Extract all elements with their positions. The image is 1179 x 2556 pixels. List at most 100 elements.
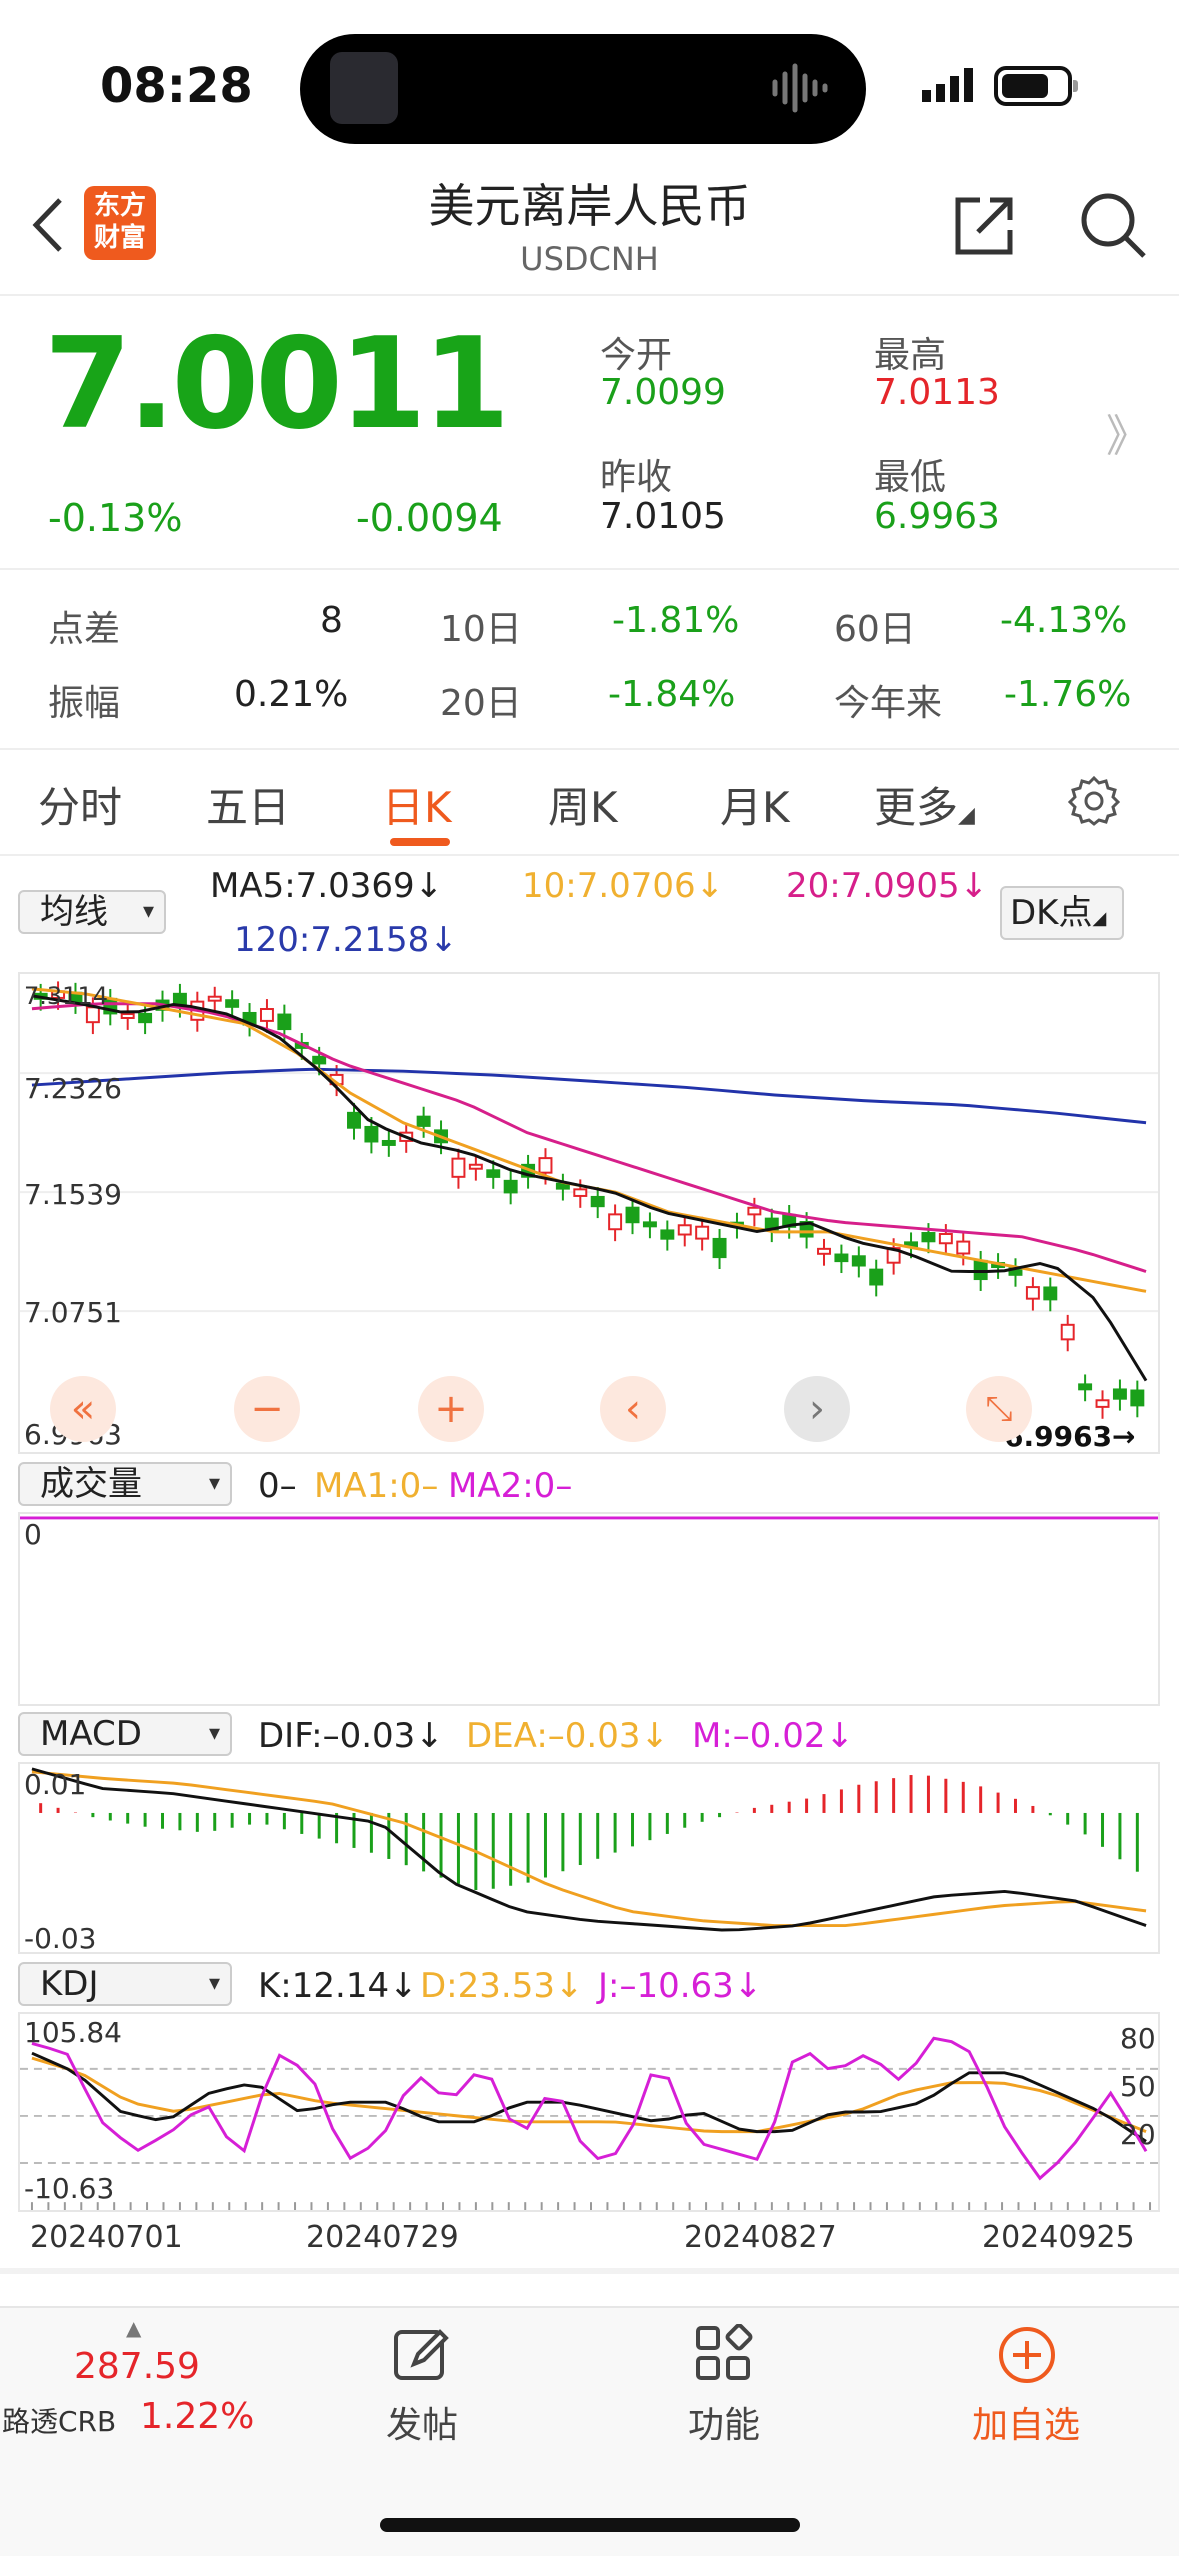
candle-body [973, 1259, 988, 1281]
zoom-out-icon[interactable]: − [234, 1376, 300, 1442]
right-icon[interactable]: › [784, 1376, 850, 1442]
candle-body [1095, 1399, 1110, 1408]
tab-weekly-k[interactable]: 周K [548, 783, 618, 832]
tab-intraday[interactable]: 分时 [38, 783, 123, 832]
candle-body [817, 1247, 831, 1255]
kdj-level-50: 50 [1120, 2070, 1156, 2103]
audio-wave-icon [772, 63, 828, 113]
indicator-select-kdj[interactable]: KDJ [18, 1962, 232, 2006]
prev-close-label: 昨收 [600, 457, 673, 498]
prev-close-value: 7.0105 [600, 496, 726, 537]
candle-body [486, 1169, 501, 1178]
left-icon[interactable]: ‹ [600, 1376, 666, 1442]
function-icon[interactable] [694, 2324, 754, 2384]
price-axis-label: 7.0751 [24, 1296, 122, 1329]
kdj-d: D:23.53↓ [420, 1966, 584, 2006]
ma20-value: 20:7.0905↓ [786, 866, 989, 906]
home-indicator [380, 2518, 800, 2532]
kdj-axis-top: 105.84 [24, 2016, 122, 2049]
indicator-select-ma[interactable]: 均线 [18, 890, 166, 934]
ma10-line [31, 987, 1147, 1293]
now-playing-thumbnail [330, 52, 398, 124]
candle-body [503, 1179, 518, 1194]
back-icon[interactable] [24, 190, 74, 260]
stat-label: 10日 [440, 609, 522, 650]
stat-label: 60日 [834, 609, 916, 650]
add-watchlist-label[interactable]: 加自选 [971, 2405, 1080, 2446]
kdj-chart [18, 2012, 1160, 2212]
stat-value: -1.81% [612, 600, 740, 641]
tab-five-day[interactable]: 五日 [206, 783, 291, 832]
candle-body [956, 1240, 971, 1255]
dif-line [31, 1767, 1147, 1932]
function-label[interactable]: 功能 [687, 2405, 760, 2446]
stat-label: 今年来 [834, 683, 943, 724]
high-marker: 7.3114 [24, 982, 108, 1010]
stat-label: 振幅 [48, 683, 121, 724]
low-label: 最低 [874, 457, 947, 498]
candle-body [921, 1232, 936, 1243]
indicator-select-macd[interactable]: MACD [18, 1712, 232, 1756]
stat-value: -4.13% [1000, 600, 1128, 641]
zoom-in-icon[interactable]: + [418, 1376, 484, 1442]
post-icon[interactable] [392, 2324, 452, 2384]
candle-body [1112, 1388, 1127, 1400]
price-axis-label: 7.2326 [24, 1072, 122, 1105]
macd-axis-bottom: -0.03 [24, 1922, 97, 1955]
candlestick-chart[interactable] [18, 972, 1160, 1454]
stat-value: 8 [320, 600, 343, 641]
page-title: 美元离岸人民币 [428, 179, 751, 233]
divider [0, 854, 1179, 856]
ma5-line [31, 994, 1148, 1382]
stat-value: 0.21% [234, 674, 349, 715]
candle-body [207, 995, 222, 1002]
expand-icon[interactable]: ⤡ [966, 1376, 1032, 1442]
up-arrow-icon: ▲ [126, 2316, 142, 2340]
open-label: 今开 [600, 335, 673, 376]
tab-more[interactable]: 更多◢ [874, 783, 975, 832]
share-icon[interactable] [950, 190, 1020, 260]
candle-body [1130, 1389, 1145, 1407]
kdj-axis-bottom: -10.63 [24, 2172, 115, 2205]
ma5-value: MA5:7.0369↓ [210, 866, 444, 906]
indicator-select-volume[interactable]: 成交量 [18, 1462, 232, 1506]
candle-body [590, 1195, 605, 1208]
index-percent[interactable]: 1.22% [140, 2396, 255, 2437]
search-icon[interactable] [1078, 190, 1148, 260]
open-value: 7.0099 [600, 372, 726, 413]
volume-axis-label: 0 [24, 1518, 42, 1551]
candle-body [573, 1188, 588, 1197]
double-left-icon[interactable]: « [50, 1376, 116, 1442]
stat-value: -1.76% [1004, 674, 1132, 715]
add-watchlist-icon[interactable] [996, 2324, 1058, 2386]
more-quote-icon[interactable]: 》 [1106, 411, 1150, 462]
date-label: 20240827 [684, 2220, 837, 2255]
macd-chart [18, 1762, 1160, 1954]
candle-body [660, 1229, 675, 1240]
tab-daily-k[interactable]: 日K [382, 783, 452, 832]
candle-body [312, 1055, 327, 1065]
settings-icon[interactable] [1068, 774, 1120, 826]
divider [0, 2268, 1179, 2274]
candle-body [608, 1213, 623, 1231]
stat-value: -1.84% [608, 674, 736, 715]
candle-body [1025, 1286, 1040, 1300]
kdj-d-line [31, 2056, 1147, 2134]
volume-ma1: MA1:0– [314, 1466, 439, 1506]
post-label[interactable]: 发帖 [385, 2405, 458, 2446]
index-name[interactable]: 路透CRB [2, 2405, 117, 2438]
macd-dif: DIF:–0.03↓ [258, 1716, 444, 1756]
kdj-level-80: 80 [1120, 2022, 1156, 2055]
candle-body [799, 1221, 814, 1238]
tab-monthly-k[interactable]: 月K [720, 783, 790, 832]
ma120-value: 120:7.2158↓ [234, 920, 458, 960]
page-subtitle: USDCNH [520, 240, 659, 278]
current-price: 7.0011 [44, 310, 510, 457]
candle-body [416, 1115, 431, 1127]
candle-body [1043, 1286, 1058, 1301]
status-time: 08:28 [100, 58, 253, 114]
dk-points-button[interactable]: DK点◢ [1000, 886, 1124, 940]
stat-label: 点差 [48, 609, 121, 650]
candle-body [642, 1221, 657, 1228]
index-value[interactable]: 287.59 [74, 2346, 200, 2387]
